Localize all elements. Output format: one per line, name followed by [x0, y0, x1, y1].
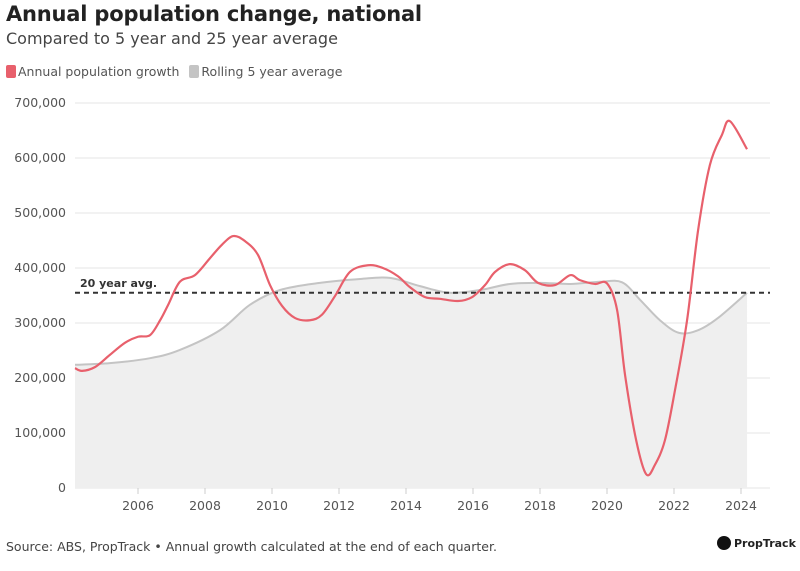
legend-item-growth[interactable]: Annual population growth: [6, 64, 179, 79]
x-tick-label: 2010: [256, 498, 288, 513]
x-tick-label: 2018: [524, 498, 556, 513]
x-tick-label: 2008: [189, 498, 221, 513]
y-tick-label: 500,000: [14, 205, 66, 220]
x-tick-label: 2014: [390, 498, 422, 513]
y-tick-label: 600,000: [14, 150, 66, 165]
legend: Annual population growth Rolling 5 year …: [6, 64, 348, 79]
y-tick-label: 700,000: [14, 95, 66, 110]
legend-label-rolling: Rolling 5 year average: [201, 64, 343, 79]
chart-subtitle: Compared to 5 year and 25 year average: [6, 29, 338, 48]
x-tick-label: 2024: [725, 498, 757, 513]
y-tick-label: 400,000: [14, 260, 66, 275]
legend-item-rolling[interactable]: Rolling 5 year average: [189, 64, 342, 79]
rolling-average-area: [75, 277, 748, 488]
y-tick-label: 200,000: [14, 370, 66, 385]
legend-swatch-growth: [6, 65, 16, 78]
legend-label-growth: Annual population growth: [18, 64, 180, 79]
x-tick-label: 2022: [658, 498, 690, 513]
proptrack-logo: PropTrack: [717, 536, 796, 550]
x-tick-label: 2016: [457, 498, 489, 513]
chart-title: Annual population change, national: [6, 2, 422, 26]
x-tick-label: 2012: [323, 498, 355, 513]
y-tick-label: 300,000: [14, 315, 66, 330]
source-note: Source: ABS, PropTrack • Annual growth c…: [6, 539, 497, 554]
x-tick-label: 2006: [122, 498, 154, 513]
legend-swatch-rolling: [189, 65, 200, 78]
twenty-year-average-label: 20 year avg.: [80, 277, 157, 290]
proptrack-logo-icon: [717, 536, 731, 550]
x-tick-label: 2020: [591, 498, 623, 513]
plot-area: 0 100,000 200,000 300,000 400,000 500,000 600,…: [14, 95, 770, 513]
y-tick-label: 100,000: [14, 425, 66, 440]
y-tick-label: 0: [58, 480, 66, 495]
